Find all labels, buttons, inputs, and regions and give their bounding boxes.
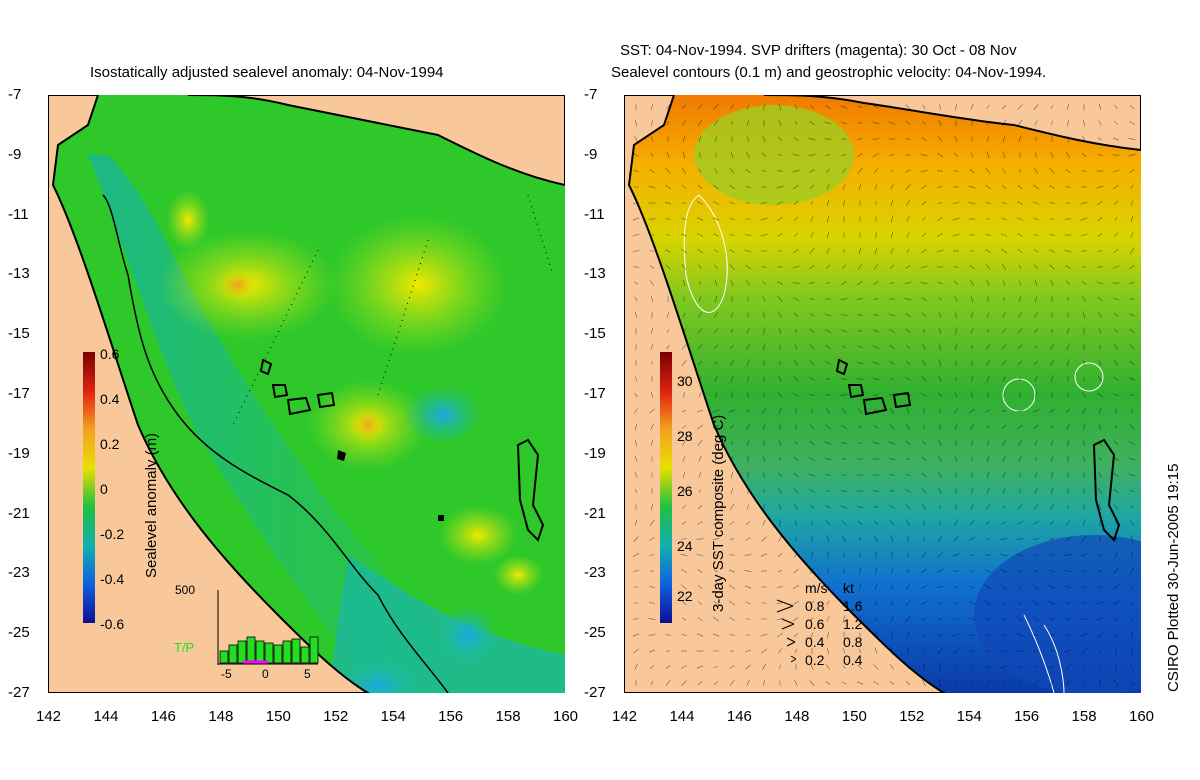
legend-arrow-icon (776, 599, 794, 613)
lat-tick-label: -23 (8, 564, 30, 582)
left-colorbar-tick: -0.2 (100, 526, 125, 542)
left-colorbar (83, 352, 95, 623)
legend-header-ms: m/s (805, 580, 828, 596)
lat-tick-label: -9 (584, 145, 598, 163)
velocity-arrow-field (632, 103, 1136, 687)
lon-tick-label: 142 (36, 708, 62, 725)
histogram-bar (273, 644, 283, 664)
legend-kt-value: 0.8 (843, 634, 863, 650)
lat-tick-label: -19 (8, 444, 30, 462)
histogram-bar (228, 644, 238, 664)
lat-tick-label: -21 (584, 504, 606, 522)
lat-tick-label: -9 (8, 145, 22, 163)
left-colorbar-tick: 0.2 (100, 436, 120, 452)
left-colorbar-tick: 0.4 (100, 391, 120, 407)
left-colorbar-tick: -0.6 (100, 616, 125, 632)
lon-tick-label: 156 (438, 708, 464, 725)
lon-tick-label: 154 (956, 708, 982, 725)
lat-tick-label: -11 (584, 205, 605, 223)
legend-ms-value: 0.8 (805, 598, 825, 614)
lon-tick-label: 146 (150, 708, 176, 725)
histogram-bar (246, 636, 256, 664)
lat-tick-label: -19 (584, 444, 606, 462)
lat-tick-label: -7 (8, 86, 22, 103)
lon-tick-label: 156 (1014, 708, 1040, 725)
legend-header-kt: kt (843, 580, 854, 596)
right-colorbar-tick: 30 (677, 373, 693, 389)
lon-tick-label: 152 (899, 708, 925, 725)
histogram-bar (237, 640, 247, 664)
legend-kt-value: 0.4 (843, 652, 863, 668)
lat-tick-label: -17 (8, 385, 30, 402)
legend-ms-value: 0.4 (805, 634, 825, 650)
histogram-bar (282, 640, 292, 664)
tp-satellite-label: T/P (174, 640, 195, 655)
legend-ms-value: 0.6 (805, 616, 825, 632)
tp-histogram (208, 585, 323, 665)
lat-tick-label: -25 (8, 624, 30, 642)
lat-tick-label: -27 (584, 684, 606, 701)
lon-tick-label: 150 (841, 708, 867, 725)
lon-tick-label: 146 (726, 708, 752, 725)
right-panel-title-line1: SST: 04-Nov-1994. SVP drifters (magenta)… (620, 42, 1017, 59)
lat-tick-label: -23 (584, 564, 606, 582)
histogram-bar (255, 640, 265, 664)
right-colorbar-tick: 26 (677, 483, 693, 499)
legend-kt-value: 1.6 (843, 598, 863, 614)
lat-tick-label: -13 (584, 265, 606, 283)
credit-text: CSIRO Plotted 30-Jun-2005 19:15 (1165, 463, 1182, 692)
lat-tick-label: -13 (8, 265, 30, 283)
right-colorbar (660, 352, 672, 623)
right-colorbar-tick: 28 (677, 428, 693, 444)
histogram-bars (219, 636, 319, 664)
histogram-xtick: 5 (304, 667, 311, 681)
lat-tick-label: -27 (8, 684, 30, 701)
left-colorbar-tick: -0.4 (100, 571, 125, 587)
lon-tick-label: 148 (784, 708, 810, 725)
histogram-xtick: -5 (221, 667, 232, 681)
histogram-ymax-label: 500 (175, 583, 196, 597)
legend-arrow-icon (781, 618, 795, 630)
histogram-xtick: 0 (262, 667, 269, 681)
histogram-bar (300, 646, 310, 664)
lon-tick-label: 144 (93, 708, 119, 725)
lon-tick-label: 160 (553, 708, 579, 725)
histogram-bar (264, 642, 274, 664)
histogram-bar (219, 650, 229, 664)
lon-tick-label: 152 (323, 708, 349, 725)
left-map (48, 95, 565, 693)
left-colorbar-label: Sealevel anomaly (m) (143, 432, 160, 578)
right-map (624, 95, 1141, 693)
lon-tick-label: 160 (1129, 708, 1155, 725)
right-colorbar-tick: 22 (677, 588, 693, 604)
right-colorbar-label: 3-day SST composite (deg C) (710, 414, 727, 612)
legend-arrow-icon (786, 637, 796, 647)
lat-tick-label: -17 (584, 385, 606, 402)
left-panel-title: Isostatically adjusted sealevel anomaly:… (90, 64, 444, 81)
lat-tick-label: -15 (584, 325, 606, 343)
histogram-bar (291, 638, 301, 664)
lon-tick-label: 154 (380, 708, 406, 725)
lon-tick-label: 150 (265, 708, 291, 725)
lat-tick-label: -25 (584, 624, 606, 642)
right-colorbar-tick: 24 (677, 538, 693, 554)
legend-kt-value: 1.2 (843, 616, 863, 632)
left-colorbar-tick: 0.6 (100, 346, 120, 362)
legend-ms-value: 0.2 (805, 652, 825, 668)
lat-tick-label: -11 (8, 205, 29, 223)
lat-tick-label: -21 (8, 504, 30, 522)
lon-tick-label: 158 (1071, 708, 1097, 725)
velocity-legend: m/s kt 0.8 1.6 0.6 1.2 0.4 0.8 0.2 0.4 (775, 580, 885, 670)
legend-arrow-icon (790, 655, 797, 663)
lon-tick-label: 158 (495, 708, 521, 725)
lon-tick-label: 148 (208, 708, 234, 725)
lon-tick-label: 142 (612, 708, 638, 725)
lat-tick-label: -15 (8, 325, 30, 343)
lat-tick-label: -7 (584, 86, 598, 103)
lon-tick-label: 144 (669, 708, 695, 725)
right-panel-title-line2: Sealevel contours (0.1 m) and geostrophi… (611, 64, 1047, 81)
histogram-bar (309, 636, 319, 664)
left-colorbar-tick: 0 (100, 481, 108, 497)
